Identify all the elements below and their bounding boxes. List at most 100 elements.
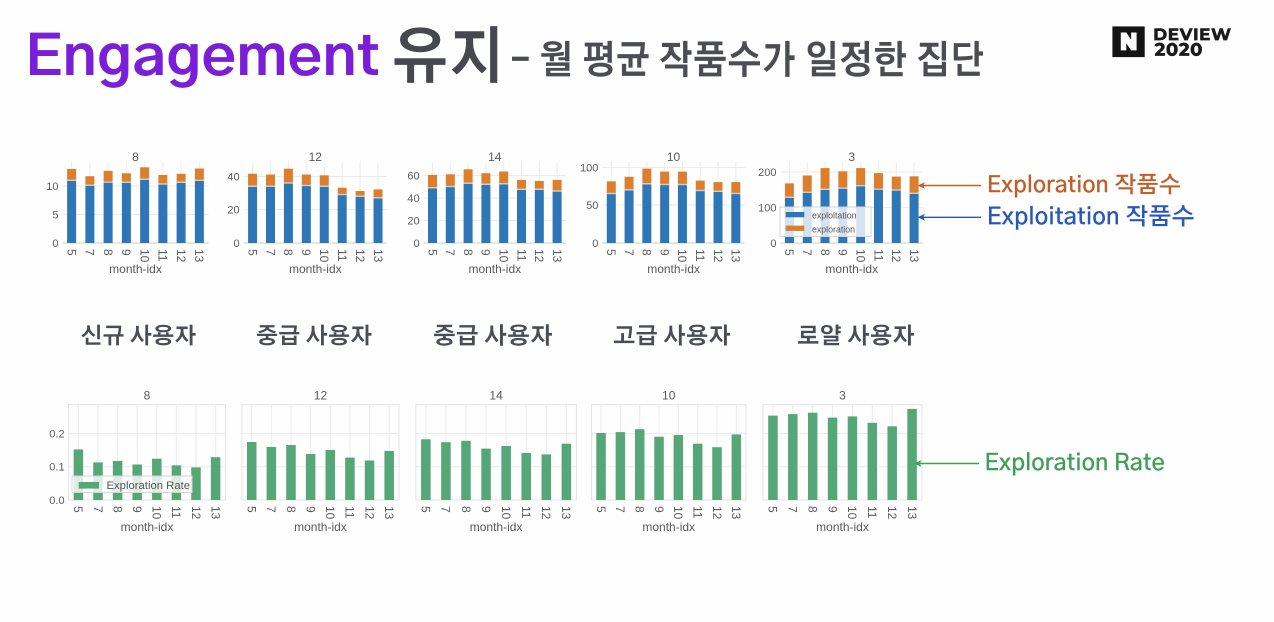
svg-text:10: 10: [853, 249, 867, 263]
svg-text:7: 7: [800, 249, 814, 256]
svg-text:9: 9: [119, 249, 133, 256]
svg-text:5: 5: [245, 249, 259, 256]
svg-text:13: 13: [192, 249, 206, 263]
svg-text:7: 7: [439, 506, 453, 513]
svg-text:10: 10: [46, 181, 58, 193]
svg-text:5: 5: [419, 506, 433, 513]
svg-text:0: 0: [413, 238, 419, 250]
svg-text:12: 12: [885, 506, 899, 520]
svg-text:50: 50: [586, 200, 598, 212]
svg-text:12: 12: [711, 249, 725, 263]
svg-text:10: 10: [662, 389, 676, 403]
svg-text:11: 11: [871, 249, 885, 262]
svg-text:12: 12: [362, 506, 376, 520]
svg-text:13: 13: [382, 506, 396, 520]
svg-text:11: 11: [156, 249, 170, 262]
svg-text:13: 13: [559, 506, 573, 520]
svg-text:8: 8: [818, 249, 832, 256]
svg-text:12: 12: [710, 506, 724, 520]
svg-text:7: 7: [613, 506, 627, 513]
svg-text:11: 11: [514, 249, 528, 262]
svg-text:0.1: 0.1: [49, 462, 64, 474]
svg-text:200: 200: [758, 167, 776, 179]
svg-text:10: 10: [323, 506, 337, 520]
svg-text:9: 9: [479, 506, 493, 513]
svg-text:100: 100: [580, 162, 598, 174]
svg-text:3: 3: [848, 150, 855, 164]
svg-text:10: 10: [675, 249, 689, 263]
svg-text:20: 20: [407, 215, 419, 227]
svg-text:7: 7: [443, 249, 457, 256]
svg-text:60: 60: [407, 170, 419, 182]
svg-text:5: 5: [64, 249, 78, 256]
svg-text:10: 10: [497, 249, 511, 263]
svg-text:12: 12: [353, 249, 367, 263]
svg-text:13: 13: [371, 249, 385, 263]
svg-text:9: 9: [299, 249, 313, 256]
svg-text:13: 13: [907, 249, 921, 263]
svg-text:7: 7: [622, 249, 636, 256]
svg-text:exploitation: exploitation: [812, 211, 857, 221]
svg-text:month-idx: month-idx: [647, 262, 700, 276]
svg-text:8: 8: [633, 506, 647, 513]
svg-text:0: 0: [233, 238, 239, 250]
svg-text:12: 12: [889, 249, 903, 263]
svg-text:14: 14: [489, 389, 503, 403]
svg-text:9: 9: [836, 249, 850, 256]
svg-text:month-idx: month-idx: [289, 262, 342, 276]
svg-text:7: 7: [264, 506, 278, 513]
svg-text:7: 7: [91, 506, 105, 513]
svg-text:month-idx: month-idx: [294, 520, 347, 534]
svg-text:12: 12: [309, 150, 323, 164]
svg-text:11: 11: [169, 506, 183, 519]
svg-text:8: 8: [640, 249, 654, 256]
svg-text:11: 11: [335, 249, 349, 262]
svg-text:20: 20: [227, 204, 239, 216]
svg-text:9: 9: [479, 249, 493, 256]
svg-text:8: 8: [284, 506, 298, 513]
svg-text:5: 5: [782, 249, 796, 256]
svg-text:7: 7: [263, 249, 277, 256]
svg-text:5: 5: [594, 506, 608, 513]
svg-text:0: 0: [770, 238, 776, 250]
svg-text:9: 9: [130, 506, 144, 513]
svg-text:9: 9: [825, 506, 839, 513]
svg-text:month-idx: month-idx: [468, 262, 521, 276]
svg-text:11: 11: [690, 506, 704, 519]
svg-text:8: 8: [805, 506, 819, 513]
svg-text:10: 10: [671, 506, 685, 520]
svg-text:12: 12: [314, 389, 328, 403]
svg-text:7: 7: [83, 249, 97, 256]
svg-text:8: 8: [459, 506, 473, 513]
svg-text:11: 11: [693, 249, 707, 262]
svg-text:11: 11: [519, 506, 533, 519]
svg-text:month-idx: month-idx: [825, 262, 878, 276]
svg-text:8: 8: [110, 506, 124, 513]
svg-text:5: 5: [425, 249, 439, 256]
svg-text:100: 100: [758, 202, 776, 214]
svg-text:12: 12: [189, 506, 203, 520]
svg-text:11: 11: [865, 506, 879, 519]
svg-text:7: 7: [786, 506, 800, 513]
svg-text:8: 8: [101, 249, 115, 256]
svg-text:8: 8: [144, 389, 151, 403]
svg-text:40: 40: [227, 171, 239, 183]
svg-text:month-idx: month-idx: [816, 520, 869, 534]
svg-text:month-idx: month-idx: [109, 262, 162, 276]
svg-text:month-idx: month-idx: [121, 520, 174, 534]
svg-text:14: 14: [488, 150, 502, 164]
svg-text:13: 13: [208, 506, 222, 520]
svg-text:13: 13: [550, 249, 564, 263]
svg-text:5: 5: [71, 506, 85, 513]
svg-text:8: 8: [132, 150, 139, 164]
svg-text:12: 12: [539, 506, 553, 520]
svg-text:10: 10: [667, 150, 681, 164]
svg-text:13: 13: [905, 506, 919, 520]
svg-text:0.2: 0.2: [49, 428, 64, 440]
svg-text:9: 9: [657, 249, 671, 256]
svg-text:10: 10: [317, 249, 331, 263]
svg-text:5: 5: [604, 249, 618, 256]
svg-text:month-idx: month-idx: [642, 520, 695, 534]
svg-text:5: 5: [766, 506, 780, 513]
svg-text:10: 10: [137, 249, 151, 263]
